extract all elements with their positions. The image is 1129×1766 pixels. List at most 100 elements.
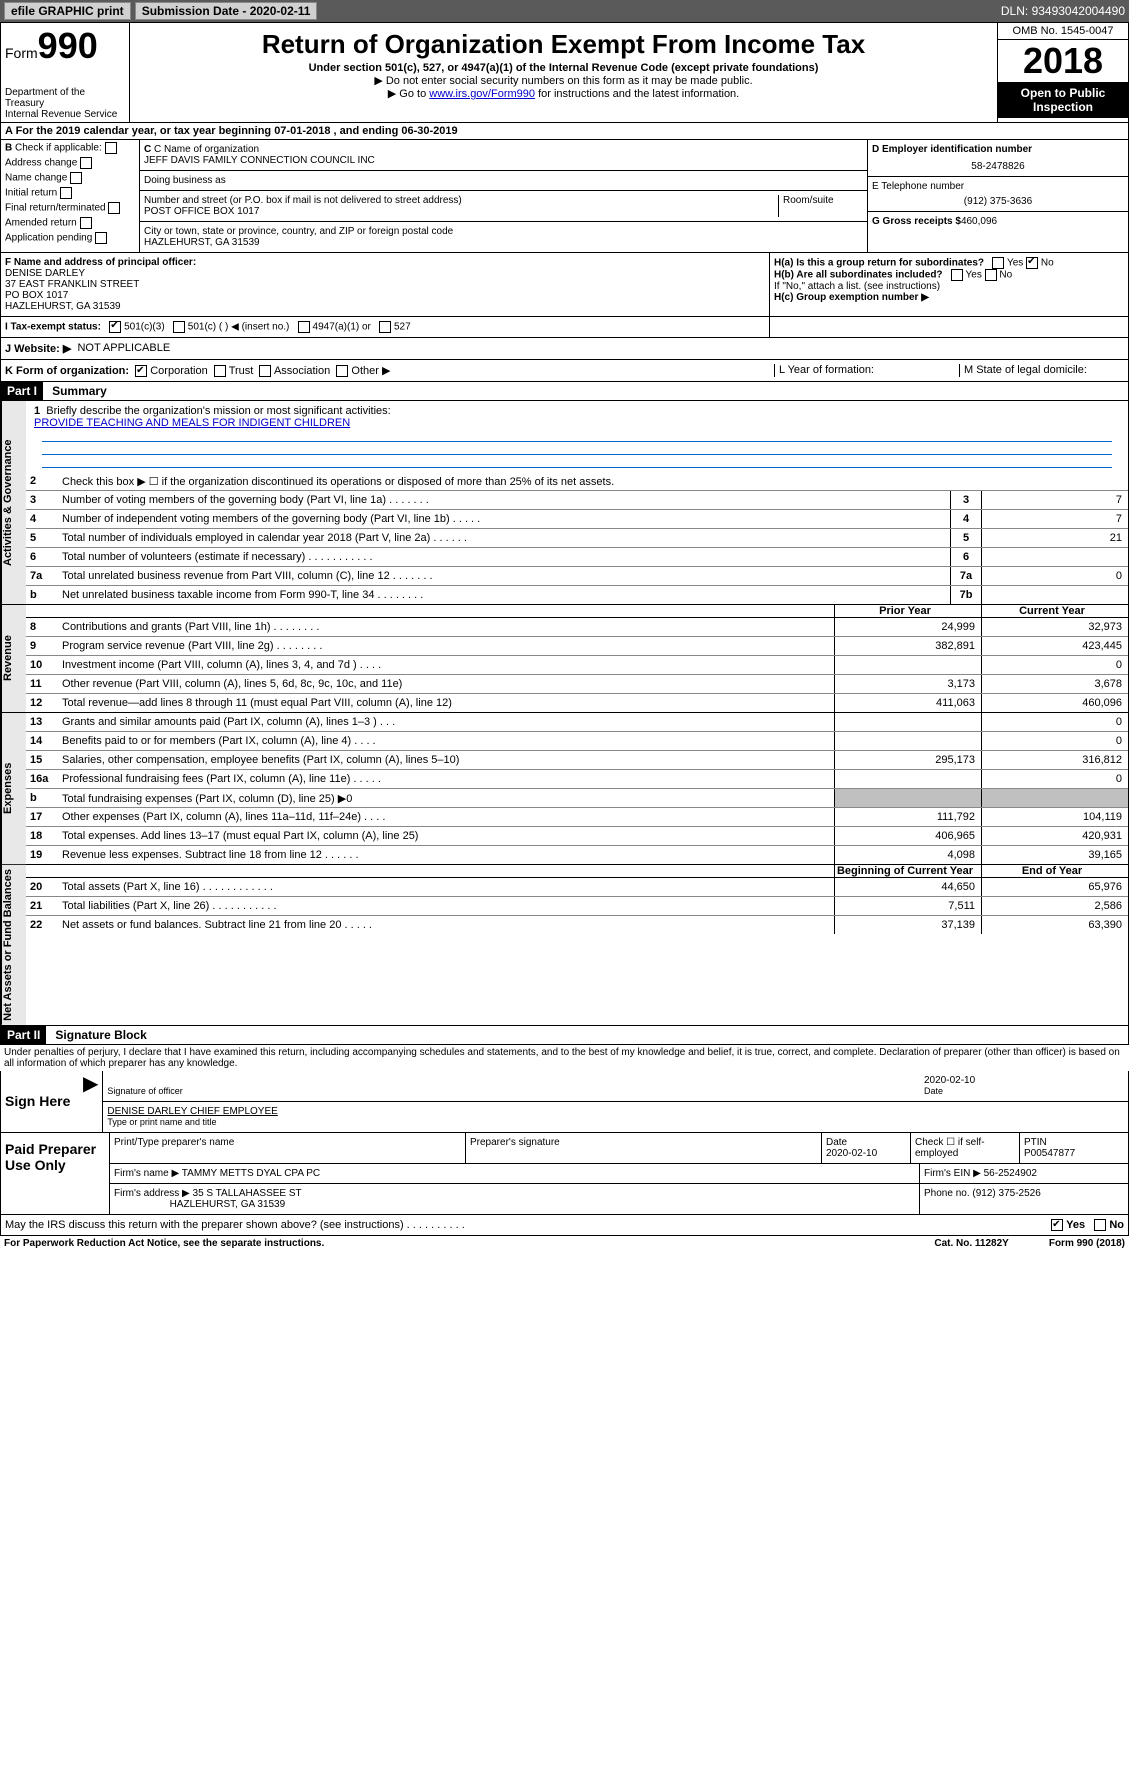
- city-label: City or town, state or province, country…: [144, 226, 863, 237]
- governance-section: Activities & Governance 1 Briefly descri…: [0, 401, 1129, 605]
- prep-phone: (912) 375-2526: [972, 1188, 1040, 1199]
- addr-label: Number and street (or P.O. box if mail i…: [144, 195, 778, 206]
- line-a: A For the 2019 calendar year, or tax yea…: [0, 123, 1129, 140]
- table-row: 14Benefits paid to or for members (Part …: [26, 732, 1128, 751]
- table-row: 5Total number of individuals employed in…: [26, 529, 1128, 548]
- side-rev: Revenue: [1, 605, 26, 712]
- dln: DLN: 93493042004490: [1001, 4, 1125, 18]
- officer-name-title: DENISE DARLEY CHIEF EMPLOYEE: [107, 1106, 277, 1117]
- table-row: 16aProfessional fundraising fees (Part I…: [26, 770, 1128, 789]
- firm-ein: 56-2524902: [984, 1168, 1037, 1179]
- table-row: 2Check this box ▶ ☐ if the organization …: [26, 472, 1128, 491]
- l-year: L Year of formation:: [774, 364, 959, 377]
- g-label: G Gross receipts $: [872, 216, 961, 227]
- part1-header: Part I: [1, 382, 43, 400]
- revenue-section: Revenue Prior YearCurrent Year 8Contribu…: [0, 605, 1129, 713]
- paid-preparer: Paid Preparer Use Only: [1, 1133, 109, 1214]
- form-header: Form990 Department of the Treasury Inter…: [0, 22, 1129, 123]
- b-item: Initial return: [5, 187, 135, 199]
- netassets-section: Net Assets or Fund Balances Beginning of…: [0, 865, 1129, 1026]
- part1-title: Summary: [52, 384, 107, 398]
- addr: POST OFFICE BOX 1017: [144, 206, 778, 217]
- table-row: 3Number of voting members of the governi…: [26, 491, 1128, 510]
- table-row: 15Salaries, other compensation, employee…: [26, 751, 1128, 770]
- form-number: Form990: [5, 25, 125, 67]
- firm-name: TAMMY METTS DYAL CPA PC: [182, 1168, 320, 1179]
- m-state: M State of legal domicile:: [959, 364, 1124, 377]
- gross-receipts: 460,096: [961, 216, 997, 227]
- form-title: Return of Organization Exempt From Incom…: [134, 29, 993, 60]
- part2-header: Part II: [1, 1026, 46, 1044]
- cat-no: Cat. No. 11282Y: [934, 1238, 1008, 1249]
- table-row: 17Other expenses (Part IX, column (A), l…: [26, 808, 1128, 827]
- city: HAZLEHURST, GA 31539: [144, 237, 863, 248]
- b-item: Address change: [5, 157, 135, 169]
- irs: Internal Revenue Service: [5, 109, 125, 120]
- dba-label: Doing business as: [140, 171, 867, 191]
- table-row: 6Total number of volunteers (estimate if…: [26, 548, 1128, 567]
- h-note: If "No," attach a list. (see instruction…: [774, 281, 1124, 292]
- note2: ▶ Go to www.irs.gov/Form990 for instruct…: [134, 87, 993, 100]
- submission-date: Submission Date - 2020-02-11: [135, 2, 318, 20]
- org-name: JEFF DAVIS FAMILY CONNECTION COUNCIL INC: [144, 155, 863, 166]
- penalties: Under penalties of perjury, I declare th…: [0, 1045, 1129, 1071]
- paperwork: For Paperwork Reduction Act Notice, see …: [4, 1238, 324, 1249]
- irs-link[interactable]: www.irs.gov/Form990: [429, 88, 535, 100]
- table-row: 20Total assets (Part X, line 16) . . . .…: [26, 878, 1128, 897]
- b-item: Amended return: [5, 217, 135, 229]
- may-irs-row: May the IRS discuss this return with the…: [0, 1215, 1129, 1236]
- e-label: E Telephone number: [872, 181, 1124, 192]
- sections-f-h: F Name and address of principal officer:…: [0, 253, 1129, 317]
- side-gov: Activities & Governance: [1, 401, 26, 604]
- dept: Department of the Treasury: [5, 87, 125, 109]
- form-footer: Form 990 (2018): [1049, 1238, 1125, 1249]
- hc-label: H(c) Group exemption number ▶: [774, 292, 929, 303]
- efile-btn[interactable]: efile GRAPHIC print: [4, 2, 131, 20]
- section-i: I Tax-exempt status: 501(c)(3) 501(c) ( …: [0, 317, 1129, 338]
- officer-name: DENISE DARLEY: [5, 268, 765, 279]
- c-name-label: C C Name of organization: [144, 144, 863, 155]
- part2-title: Signature Block: [55, 1028, 146, 1042]
- table-row: 9Program service revenue (Part VIII, lin…: [26, 637, 1128, 656]
- b-item: Application pending: [5, 232, 135, 244]
- side-net: Net Assets or Fund Balances: [1, 865, 26, 1025]
- omb: OMB No. 1545-0047: [998, 23, 1128, 40]
- d-label: D Employer identification number: [872, 144, 1124, 155]
- expenses-section: Expenses 13Grants and similar amounts pa…: [0, 713, 1129, 865]
- phone: (912) 375-3636: [872, 196, 1124, 207]
- sign-here: Sign Here: [1, 1071, 79, 1132]
- officer-addr3: HAZLEHURST, GA 31539: [5, 301, 765, 312]
- table-row: 18Total expenses. Add lines 13–17 (must …: [26, 827, 1128, 846]
- ptin: P00547877: [1024, 1148, 1075, 1159]
- website: NOT APPLICABLE: [77, 342, 170, 355]
- table-row: bTotal fundraising expenses (Part IX, co…: [26, 789, 1128, 808]
- sections-b-c-d-e: B Check if applicable: Address change Na…: [0, 140, 1129, 253]
- note1: ▶ Do not enter social security numbers o…: [134, 74, 993, 87]
- officer-addr2: PO BOX 1017: [5, 290, 765, 301]
- tax-year: 2018: [998, 40, 1128, 82]
- table-row: 19Revenue less expenses. Subtract line 1…: [26, 846, 1128, 864]
- sections-k-l-m: K Form of organization: Corporation Trus…: [0, 360, 1129, 382]
- table-row: 13Grants and similar amounts paid (Part …: [26, 713, 1128, 732]
- table-row: 12Total revenue—add lines 8 through 11 (…: [26, 694, 1128, 712]
- f-label: F Name and address of principal officer:: [5, 257, 765, 268]
- section-j: J Website: ▶ NOT APPLICABLE: [0, 338, 1129, 360]
- table-row: 11Other revenue (Part VIII, column (A), …: [26, 675, 1128, 694]
- ha-label: H(a) Is this a group return for subordin…: [774, 258, 984, 269]
- table-row: 21Total liabilities (Part X, line 26) . …: [26, 897, 1128, 916]
- table-row: 4Number of independent voting members of…: [26, 510, 1128, 529]
- hb-label: H(b) Are all subordinates included?: [774, 270, 943, 281]
- officer-addr1: 37 EAST FRANKLIN STREET: [5, 279, 765, 290]
- subtitle: Under section 501(c), 527, or 4947(a)(1)…: [134, 62, 993, 74]
- mission: PROVIDE TEACHING AND MEALS FOR INDIGENT …: [34, 417, 350, 429]
- table-row: 10Investment income (Part VIII, column (…: [26, 656, 1128, 675]
- b-item: Name change: [5, 172, 135, 184]
- table-row: 22Net assets or fund balances. Subtract …: [26, 916, 1128, 934]
- b-label: B Check if applicable:: [5, 142, 135, 154]
- b-item: Final return/terminated: [5, 202, 135, 214]
- ein: 58-2478826: [872, 161, 1124, 172]
- open-to-public: Open to Public Inspection: [998, 82, 1128, 118]
- side-exp: Expenses: [1, 713, 26, 864]
- top-bar: efile GRAPHIC print Submission Date - 20…: [0, 0, 1129, 22]
- table-row: 7aTotal unrelated business revenue from …: [26, 567, 1128, 586]
